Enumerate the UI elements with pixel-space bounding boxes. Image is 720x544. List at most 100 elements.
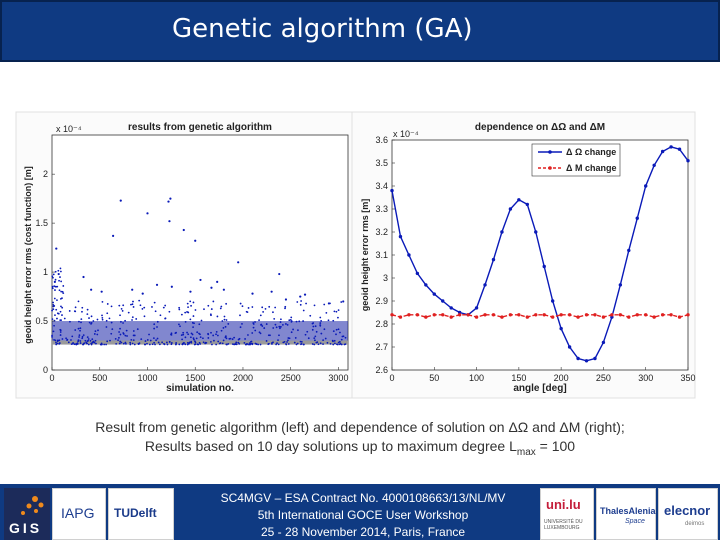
- chart1-band-point: [55, 341, 57, 344]
- chart1-band-point: [199, 336, 202, 339]
- chart1-band-point: [61, 297, 63, 300]
- chart1-band-point: [60, 280, 63, 283]
- chart1-band-point: [184, 311, 187, 314]
- chart2-series-point-0: [534, 230, 538, 234]
- chart1-band-point: [105, 343, 107, 346]
- chart2-series-point-1: [669, 313, 673, 317]
- chart1-band-point: [120, 308, 123, 310]
- chart2-y-tick-label: 2.7: [375, 342, 388, 352]
- chart1-band-point: [126, 335, 128, 337]
- chart1-band-point: [217, 340, 220, 343]
- chart1-band-point: [216, 334, 219, 337]
- chart1-band-point: [296, 342, 299, 345]
- chart1-band-point: [221, 320, 224, 322]
- chart1-band-point: [62, 292, 65, 295]
- chart1-band-point: [79, 340, 82, 342]
- chart2-series-point-0: [627, 248, 631, 253]
- chart1-band-point: [265, 340, 268, 342]
- chart1-band-point: [130, 339, 133, 341]
- thales-alenia-logo-subtext: Space: [625, 518, 645, 525]
- chart2-series-point-0: [635, 216, 639, 220]
- chart1-x-tick-label: 1000: [137, 373, 157, 383]
- chart1-band-point: [219, 307, 222, 310]
- chart2-x-tick-label: 50: [429, 373, 439, 383]
- chart1-point: [168, 220, 171, 223]
- chart1-band-point: [296, 301, 299, 303]
- chart2-series-point-1: [500, 315, 504, 319]
- chart1-band-point: [151, 343, 154, 346]
- chart1-band-point: [292, 328, 294, 331]
- chart1-band-point: [320, 332, 323, 335]
- chart2-series-point-1: [398, 315, 403, 319]
- chart1-band-point: [159, 314, 162, 317]
- chart1-band-point: [60, 290, 63, 293]
- chart1-band-point: [118, 342, 121, 345]
- chart1-band-point: [274, 306, 277, 309]
- chart1-band-point: [61, 338, 64, 340]
- chart1-band-point: [53, 338, 55, 341]
- chart1-band-point: [325, 311, 328, 314]
- chart1-band-point: [157, 341, 160, 344]
- chart1-band-point: [223, 315, 226, 318]
- chart2-x-tick-label: 250: [596, 373, 611, 383]
- chart1-band-point: [207, 333, 210, 336]
- chart1-band-point: [220, 329, 223, 332]
- footer-line-3: 25 - 28 November 2014, Paris, France: [260, 525, 466, 539]
- chart1-band-point: [204, 342, 207, 345]
- chart2-series-point-1: [567, 313, 572, 317]
- chart1-band-point: [312, 325, 315, 328]
- chart1-band-point: [130, 303, 132, 306]
- chart1-band-point: [313, 343, 316, 346]
- chart1-band-point: [87, 343, 90, 346]
- chart1-band-point: [193, 322, 195, 325]
- caption-line-1: Result from genetic algorithm (left) and…: [95, 419, 625, 435]
- chart1-band-point: [255, 343, 258, 346]
- chart1-band-point: [193, 338, 195, 341]
- chart1-band-point: [196, 331, 199, 334]
- chart1-band-point: [52, 276, 54, 279]
- chart1-band-point: [65, 337, 68, 340]
- chart1-band-point: [124, 334, 127, 337]
- chart1-point: [57, 272, 60, 276]
- chart1-band-point: [101, 314, 103, 317]
- chart1-band-point: [262, 311, 265, 313]
- chart1-band-point: [186, 343, 189, 346]
- chart1-x-label: simulation no.: [166, 383, 234, 394]
- chart1-band-point: [59, 328, 62, 331]
- chart1-band-point: [246, 343, 248, 346]
- chart1-band-point: [335, 333, 337, 336]
- chart1-band-point: [272, 311, 274, 314]
- chart1-band-point: [195, 337, 198, 340]
- chart1-band-point: [199, 333, 201, 336]
- chart1-band-point: [306, 330, 309, 333]
- chart1-band-point: [91, 338, 94, 341]
- chart1-band-point: [131, 342, 134, 345]
- chart1-band-point: [53, 305, 56, 307]
- chart1-band-point: [302, 343, 305, 346]
- legend-marker-0: [548, 150, 552, 154]
- chart1-band-point: [140, 338, 143, 341]
- chart1-band-point: [304, 333, 307, 336]
- chart1-band-point: [259, 343, 262, 346]
- chart1-band-point: [203, 308, 205, 311]
- chart1-band-point: [329, 342, 332, 345]
- chart1-band-point: [231, 343, 234, 346]
- chart2-series-point-1: [644, 313, 648, 317]
- chart1-band-point: [198, 323, 201, 326]
- chart1-point: [170, 285, 173, 288]
- chart1-band-point: [82, 334, 85, 337]
- chart1-point: [119, 199, 122, 202]
- chart1-band-point: [138, 299, 141, 302]
- chart1-band-point: [239, 302, 242, 305]
- chart1-band-point: [241, 305, 244, 308]
- chart1-band-point: [225, 319, 228, 321]
- chart1-band-point: [73, 343, 76, 346]
- chart1-band-point: [182, 331, 185, 334]
- chart1-band-point: [117, 339, 119, 342]
- uni-lu-logo: uni.lu UNIVERSITÉ DU LUXEMBOURG: [540, 488, 594, 540]
- chart1-band-point: [149, 339, 152, 342]
- chart1-band-point: [121, 310, 124, 312]
- chart1-point: [155, 283, 159, 286]
- chart1-band-point: [202, 341, 205, 344]
- chart1-point: [100, 290, 103, 293]
